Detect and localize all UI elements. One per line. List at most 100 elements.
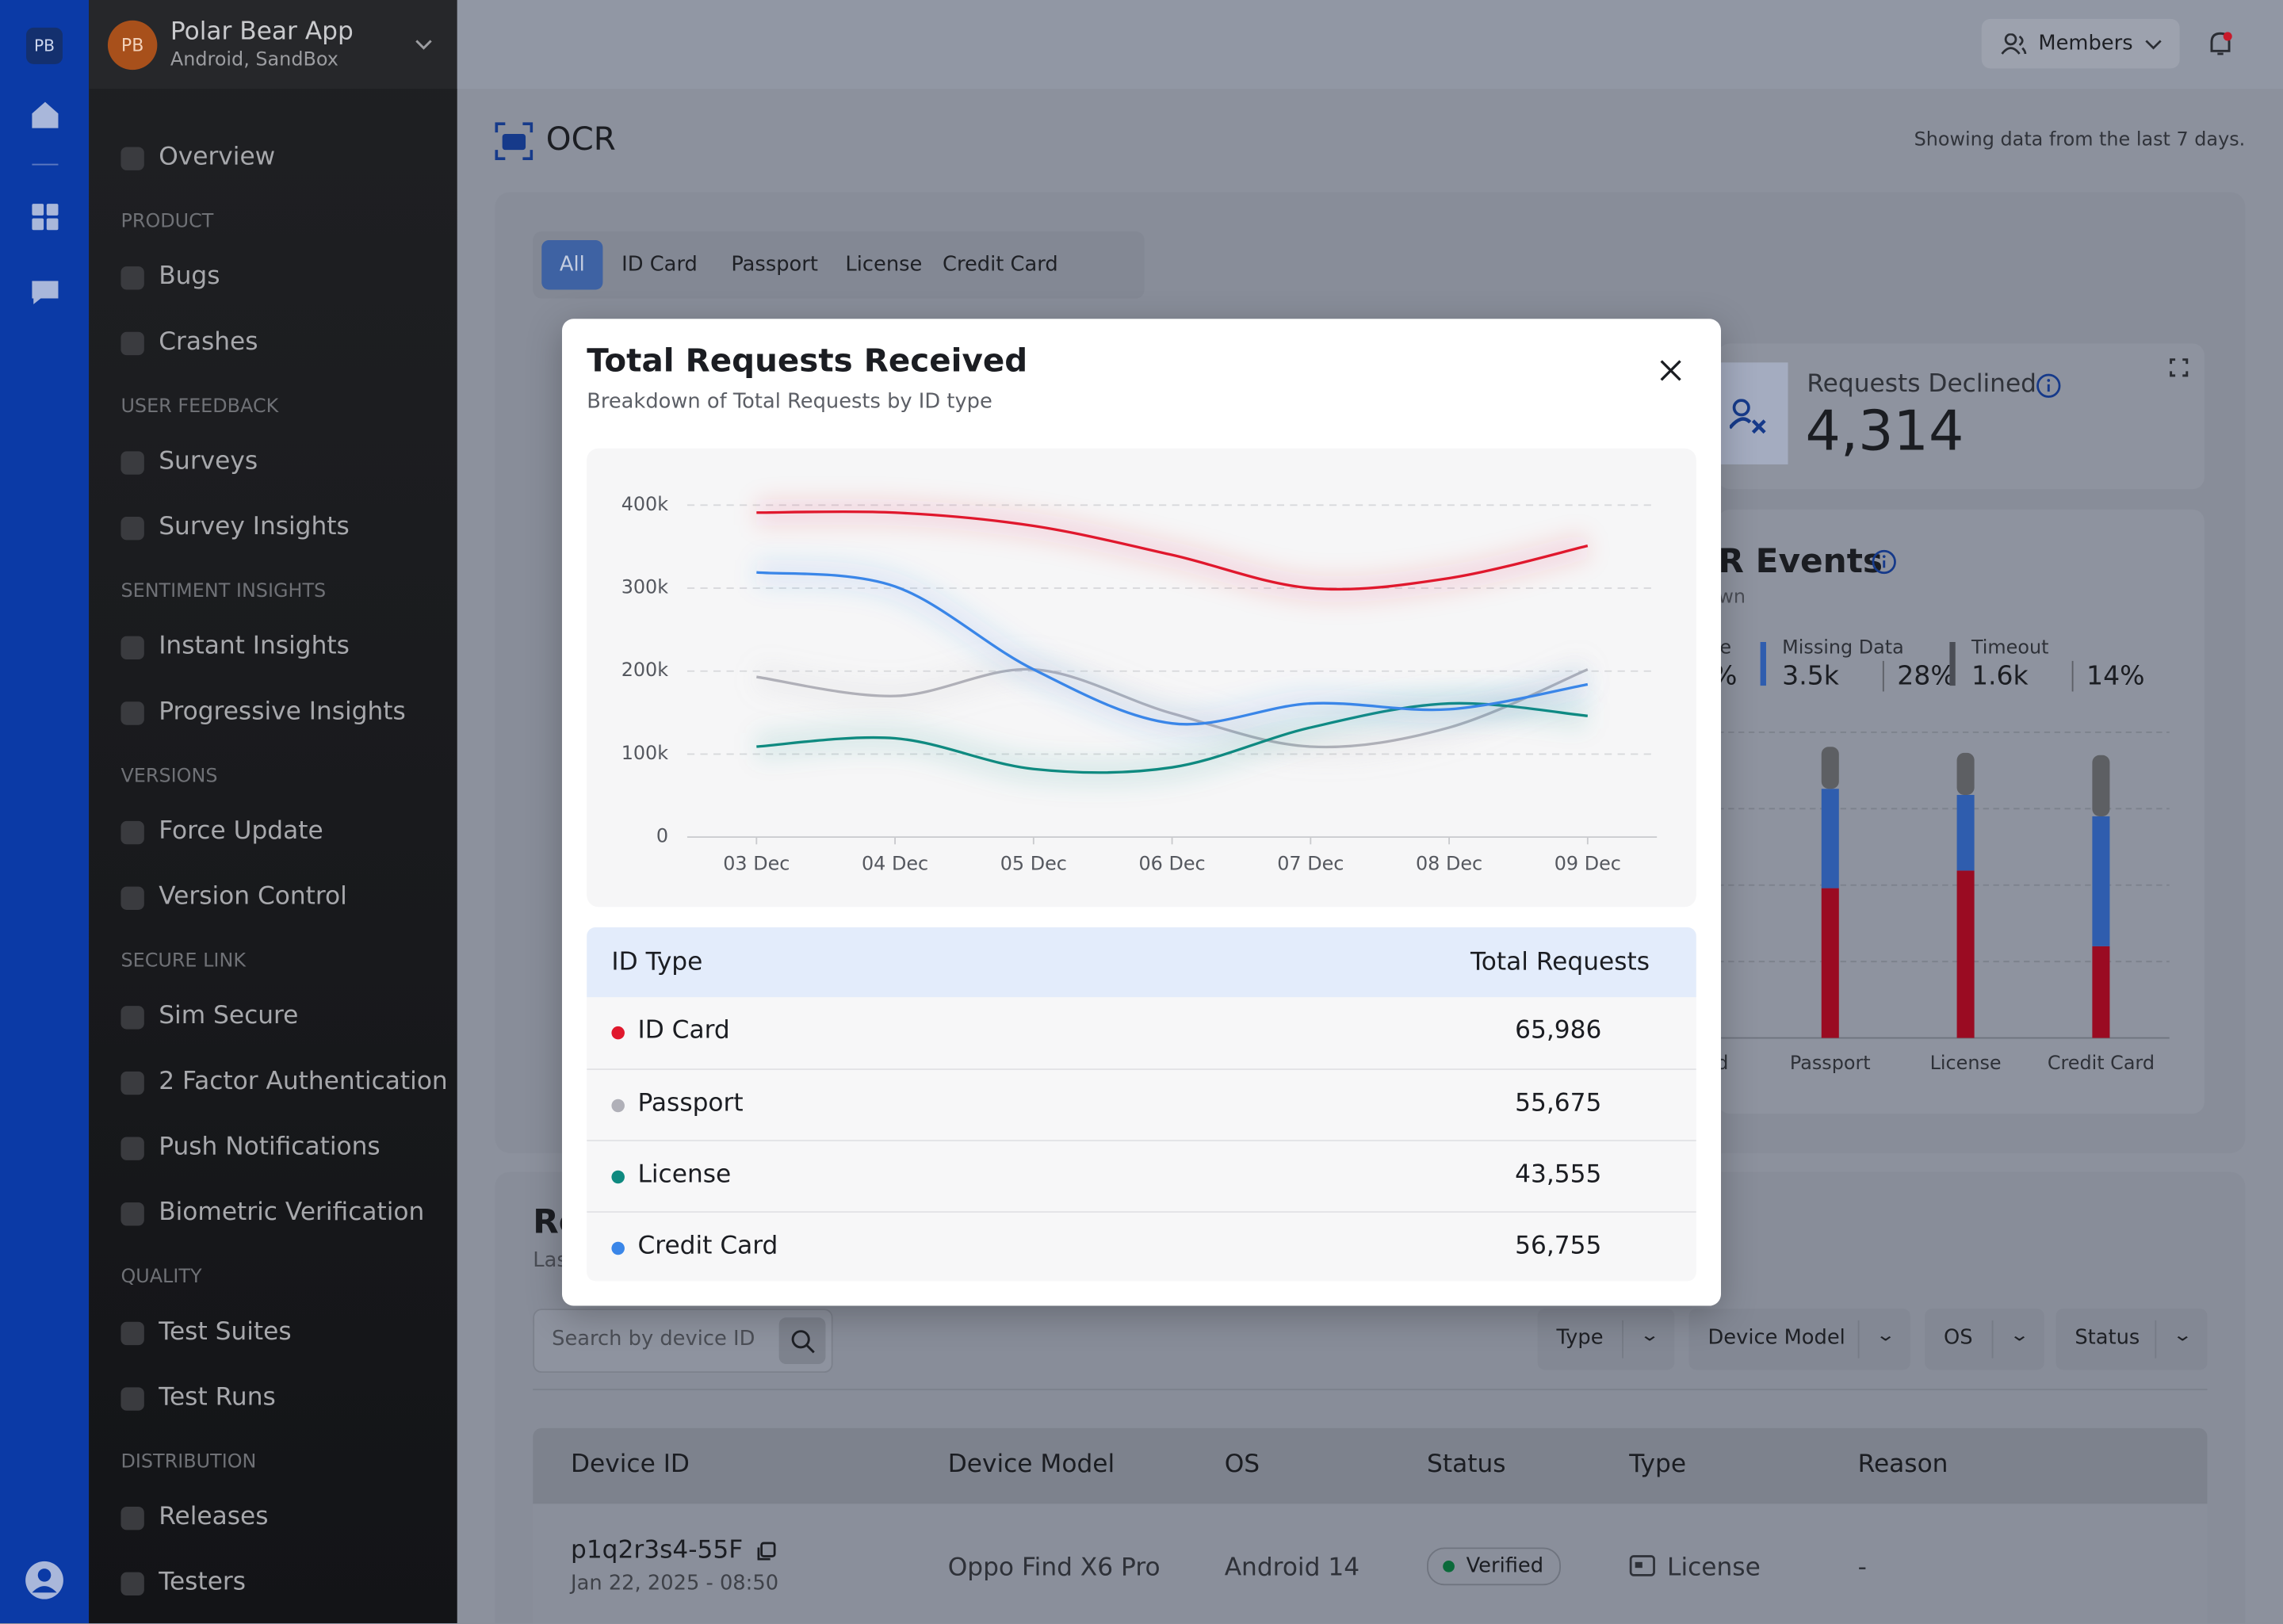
declined-card: Requests Declined 4,314 [1718,343,2205,490]
nav-section: PRODUCT [120,211,214,233]
rail-badge[interactable]: PB [26,27,63,64]
nav-item[interactable]: Overview [159,143,276,172]
totals-row: License 43,555 [587,1140,1696,1211]
x-tick-label: Credit Card [2048,1052,2155,1074]
copy-icon[interactable] [755,1542,776,1562]
filter-sep [1991,1320,1994,1358]
row-id-type: Passport [637,1088,744,1118]
stat-bar [1760,642,1766,686]
chevron [415,40,432,50]
bar-segment [1956,752,1975,795]
grid-icon[interactable] [32,204,59,231]
y-tick-label: 200k [621,659,669,681]
nav-item[interactable]: Push Notifications [159,1132,380,1162]
y-tick-label: 0 [656,825,668,847]
totals-row: Passport 55,675 [587,1068,1696,1140]
bell-icon[interactable] [2206,29,2235,59]
row-total: 65,986 [1515,1016,1602,1045]
events-sub: wn [1718,587,1746,609]
members-button[interactable]: Members [1981,18,2180,69]
nav-icon [120,636,144,660]
search-box[interactable]: Search by device ID [533,1309,833,1374]
header-id-type: ID Type [611,947,703,977]
nav-icon [120,1507,144,1530]
nav-item[interactable]: Test Suites [159,1317,292,1347]
nav-icon [120,266,144,290]
bar-segment [2092,755,2110,816]
filter-sep [1622,1320,1623,1358]
app-switcher[interactable]: PB Polar Bear App Android, SandBox [89,0,457,90]
tab[interactable]: All [541,240,603,290]
info-icon[interactable] [2036,373,2062,399]
nav-section: SECURE LINK [120,950,246,972]
members-icon [2001,33,2027,55]
legend-dot [611,1170,625,1184]
filter-dropdown[interactable]: Device Model ⌄ [1688,1309,1910,1370]
device-os: Android 14 [1224,1553,1360,1583]
x-tick-label: 03 Dec [723,853,790,875]
nav-item[interactable]: Version Control [159,882,347,911]
nav-item[interactable]: 2 Factor Authentication [159,1067,448,1097]
nav-item[interactable]: Test Runs [159,1382,276,1412]
bar-segment [1821,747,1839,789]
tab[interactable]: ID Card [621,253,698,277]
stat-value: 3.5k [1782,660,1839,692]
x-tick-label: 05 Dec [1000,853,1067,875]
home-icon[interactable] [32,101,59,128]
line-chart: 0 100k 200k 300k 400k 03 Dec 04 Dec 05 Dec 06 De… [621,493,1658,875]
sidebar: PB Polar Bear App Android, SandBox Overv… [89,0,457,1623]
tabs: All ID Card Passport License Credit Card [533,231,1145,299]
requests-sub: Las [533,1248,568,1273]
status-pill: Verified [1427,1547,1562,1586]
filter-dropdown[interactable]: Status ⌄ [2055,1309,2208,1370]
nav-icon [120,451,144,475]
search-button[interactable] [778,1317,826,1365]
expand-icon[interactable] [2170,358,2189,377]
tab[interactable]: Credit Card [942,253,1058,277]
close-button[interactable] [1660,360,1682,382]
filter-sep [1857,1320,1860,1358]
nav-item[interactable]: Crashes [159,327,258,357]
declined-value: 4,314 [1805,399,1964,464]
bar-segment [1821,789,1839,888]
table-header: Device ID Device Model OS Status Type Reason [533,1427,2208,1504]
nav-item[interactable]: Testers [159,1568,247,1597]
column-header: OS [1224,1450,1260,1480]
info-icon[interactable] [1871,548,1897,575]
stat-pct: 14% [2071,660,2145,692]
nav-section: DISTRIBUTION [120,1451,257,1473]
nav-item[interactable]: Survey Insights [159,512,350,542]
row-total: 55,675 [1515,1088,1602,1118]
nav-icon [120,1321,144,1346]
profile-icon[interactable] [25,1561,64,1600]
nav-item[interactable]: Sim Secure [159,1001,299,1031]
nav-item[interactable]: Force Update [159,816,323,846]
nav-item[interactable]: Releases [159,1502,269,1532]
series-line [756,510,1589,591]
tab[interactable]: Passport [731,253,818,277]
column-header: Status [1427,1450,1506,1480]
nav-item[interactable]: Bugs [159,262,220,292]
nav-item[interactable]: Instant Insights [159,632,350,661]
tab[interactable]: License [845,253,923,277]
nav-item[interactable]: Surveys [159,446,258,476]
chat-icon[interactable] [32,281,59,304]
y-tick-label: 100k [621,742,669,764]
status-dot [1443,1560,1455,1572]
x-tick-label: 09 Dec [1555,853,1621,875]
filter-dropdown[interactable]: Type ⌄ [1537,1309,1675,1370]
nav-section: SENTIMENT INSIGHTS [120,580,327,603]
table-row[interactable]: p1q2r3s4-55F Jan 22, 2025 - 08:50 Oppo F… [533,1504,2208,1623]
nav-item[interactable]: Progressive Insights [159,697,406,727]
totals-row: Credit Card 56,755 [587,1211,1696,1281]
legend-dot [611,1026,625,1040]
filter-dropdown[interactable]: OS ⌄ [1925,1309,2044,1370]
x-tick-label: License [1930,1052,2002,1074]
nav-icon [120,1071,144,1095]
nav-item[interactable]: Biometric Verification [159,1198,425,1228]
filter-sep [2155,1320,2157,1358]
device-reason: - [1857,1553,1867,1583]
